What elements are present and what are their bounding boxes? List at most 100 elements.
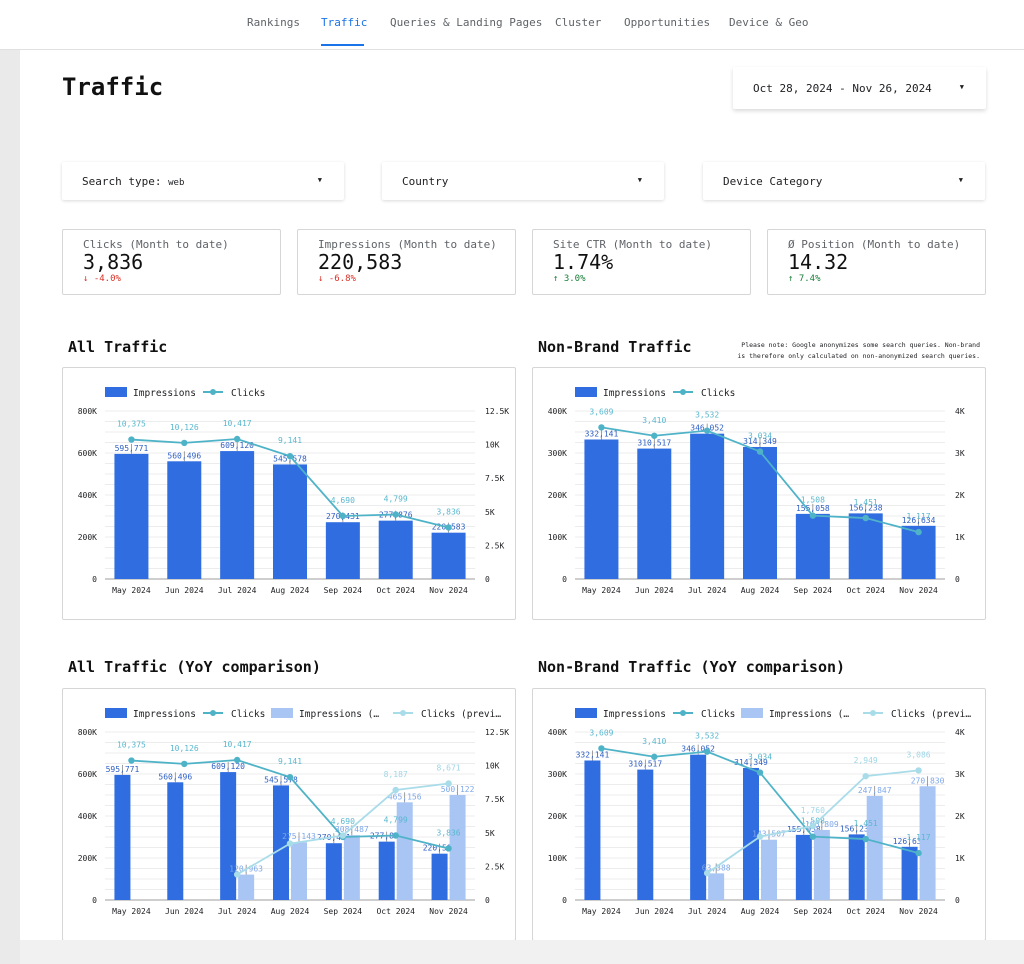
x-tick-label: Jul 2024 — [218, 586, 257, 595]
chart-nonbrand-traffic: Impressions Clicks 0 100K 200K 300K 400K 0 1K 2K 3… — [532, 367, 986, 620]
y-left-tick-label: 300K — [548, 449, 567, 458]
y-left-tick-label: 400K — [548, 728, 567, 737]
bar — [114, 453, 149, 579]
x-tick-label: Jul 2024 — [688, 586, 727, 595]
line-data-label: 10,375 — [117, 741, 146, 750]
x-tick-label: Nov 2024 — [429, 907, 468, 916]
bar-data-label: 156,238 — [849, 503, 883, 512]
bar — [637, 448, 672, 579]
x-tick-label: May 2024 — [582, 907, 621, 916]
chart-nonbrand-traffic-yoy: Impressions Clicks Impressions (… Clicks (p… — [532, 688, 986, 941]
x-tick-label: Jun 2024 — [635, 907, 674, 916]
bar-data-label: 595,771 — [106, 765, 140, 774]
country-filter[interactable]: Country ▼ — [382, 162, 664, 200]
bar-data-label: 314,349 — [743, 437, 777, 446]
bar — [708, 873, 725, 900]
kpi-value: 1.74% — [553, 250, 614, 274]
bar — [584, 760, 601, 900]
legend-label: Impressions (… — [299, 709, 379, 720]
legend-swatch — [680, 389, 686, 395]
y-right-tick-label: 5K — [485, 508, 495, 517]
tab-opportunities[interactable]: Opportunities — [624, 16, 711, 29]
tab-device-geo[interactable]: Device & Geo — [729, 16, 809, 29]
line-data-label: 9,141 — [278, 436, 302, 445]
kpi-card-clicks: Clicks (Month to date) 3,836 ↓ -4.0% — [62, 229, 281, 295]
bar-data-label: 595,771 — [115, 444, 149, 453]
bar-data-label: 609,120 — [220, 441, 254, 450]
kpi-delta: ↓ -4.0% — [83, 274, 121, 284]
tab-cluster[interactable]: Cluster — [555, 16, 602, 29]
y-right-tick-label: 4K — [955, 407, 965, 416]
bar-data-label: 500,122 — [441, 785, 475, 794]
legend-swatch — [105, 387, 127, 397]
line-point — [392, 832, 399, 839]
x-tick-label: Jul 2024 — [688, 907, 727, 916]
line-point — [703, 748, 711, 755]
bar — [848, 513, 883, 579]
chart-all-traffic: Impressions Clicks 0 200K 400K 600K 800K 0 2.5K 5… — [62, 367, 516, 620]
x-tick-label: May 2024 — [112, 586, 151, 595]
device-category-filter[interactable]: Device Category ▼ — [703, 162, 985, 200]
bar-data-label: 560,496 — [158, 772, 192, 781]
line-point — [339, 512, 347, 520]
anonymization-note: Please note: Google anonymizes some sear… — [737, 341, 980, 360]
y-left-tick-label: 200K — [78, 854, 97, 863]
x-tick-label: Oct 2024 — [376, 907, 415, 916]
y-left-tick-label: 200K — [548, 812, 567, 821]
y-left-tick-label: 400K — [548, 407, 567, 416]
bar — [690, 433, 725, 579]
kpi-label: Site CTR (Month to date) — [553, 238, 712, 251]
x-tick-label: Jun 2024 — [635, 586, 674, 595]
y-right-tick-label: 7.5K — [485, 474, 504, 483]
legend-swatch — [575, 387, 597, 397]
section-title-all-traffic: All Traffic — [68, 338, 168, 356]
kpi-card-position: Ø Position (Month to date) 14.32 ↑ 7.4% — [767, 229, 986, 295]
legend-swatch — [271, 708, 293, 718]
x-tick-label: Oct 2024 — [376, 586, 415, 595]
y-right-tick-label: 7.5K — [485, 795, 504, 804]
date-range-picker[interactable]: Oct 28, 2024 - Nov 26, 2024 ▼ — [733, 67, 986, 109]
line-point — [128, 436, 135, 443]
bar — [743, 446, 777, 579]
kpi-card-impressions: Impressions (Month to date) 220,583 ↓ -6… — [297, 229, 516, 295]
kpi-delta: ↑ 7.4% — [788, 274, 821, 284]
bar — [273, 464, 307, 579]
y-right-tick-label: 1K — [955, 854, 965, 863]
chevron-down-icon: ▼ — [958, 176, 963, 184]
legend-label: Clicks — [701, 709, 735, 720]
bar-data-label: 126,634 — [893, 837, 927, 846]
chart-svg: Impressions Clicks 0 200K 400K 600K 800K 0 2.5K 5… — [78, 387, 509, 595]
legend-swatch — [210, 389, 216, 395]
legend-swatch — [400, 710, 406, 716]
page-title: Traffic — [62, 73, 164, 101]
search-type-filter[interactable]: Search type: web ▼ — [62, 162, 344, 200]
bar-data-label: 126,634 — [902, 516, 936, 525]
y-left-tick-label: 200K — [78, 533, 97, 542]
kpi-delta: ↑ 3.0% — [553, 274, 586, 284]
arrow-up-icon: ↑ — [553, 274, 559, 284]
arrow-down-icon: ↓ — [318, 274, 324, 284]
arrow-down-icon: ↓ — [83, 274, 89, 284]
bar — [795, 513, 830, 579]
tab-queries-landing-pages[interactable]: Queries & Landing Pages — [390, 16, 543, 29]
line-data-label: 9,141 — [278, 757, 302, 766]
tab-traffic[interactable]: Traffic — [321, 16, 368, 29]
x-tick-label: Jul 2024 — [218, 907, 257, 916]
line-point — [756, 833, 764, 840]
line-data-label: 2,949 — [854, 756, 878, 765]
kpi-delta: ↓ -6.8% — [318, 274, 356, 284]
line-data-label: 3,609 — [589, 728, 613, 737]
line-data-label: 3,532 — [695, 732, 719, 741]
line-point — [651, 753, 658, 760]
line-data-label: 4,690 — [331, 496, 355, 505]
y-right-tick-label: 0 — [485, 575, 490, 584]
bar-data-label: 545,578 — [264, 775, 298, 784]
tab-rankings[interactable]: Rankings — [247, 16, 300, 29]
y-right-tick-label: 10K — [485, 762, 500, 771]
line-data-label: 1,117 — [907, 833, 931, 842]
y-right-tick-label: 1K — [955, 533, 965, 542]
line-data-label: 3,410 — [642, 737, 666, 746]
chart-svg: Impressions Clicks Impressions (… Clicks (p… — [548, 708, 971, 916]
legend-swatch — [870, 710, 876, 716]
y-left-tick-label: 600K — [78, 449, 97, 458]
